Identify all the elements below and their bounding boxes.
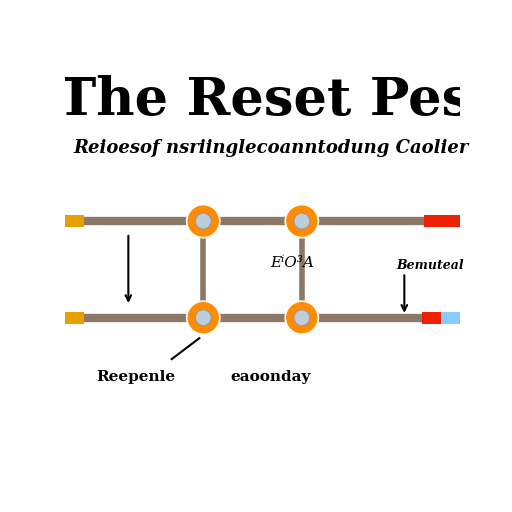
Text: eaoonday: eaoonday: [230, 370, 310, 384]
Bar: [422, 312, 441, 324]
Text: EⁱO³A: EⁱO³A: [270, 255, 314, 269]
Bar: [66, 215, 84, 227]
Circle shape: [285, 301, 318, 334]
Text: The Reset Pestepesti: The Reset Pestepesti: [57, 75, 512, 126]
Text: Bemuteal: Bemuteal: [396, 260, 464, 272]
Circle shape: [187, 301, 220, 334]
Circle shape: [195, 310, 211, 326]
Bar: [424, 215, 460, 227]
Circle shape: [294, 213, 310, 229]
Circle shape: [294, 310, 310, 326]
Circle shape: [285, 205, 318, 238]
Bar: [441, 312, 460, 324]
Circle shape: [195, 213, 211, 229]
Circle shape: [187, 205, 220, 238]
Text: Reioesof nsriinglecoanntodung Caolier: Reioesof nsriinglecoanntodung Caolier: [73, 139, 468, 157]
Bar: [66, 312, 84, 324]
Text: Reepenle: Reepenle: [97, 370, 176, 384]
